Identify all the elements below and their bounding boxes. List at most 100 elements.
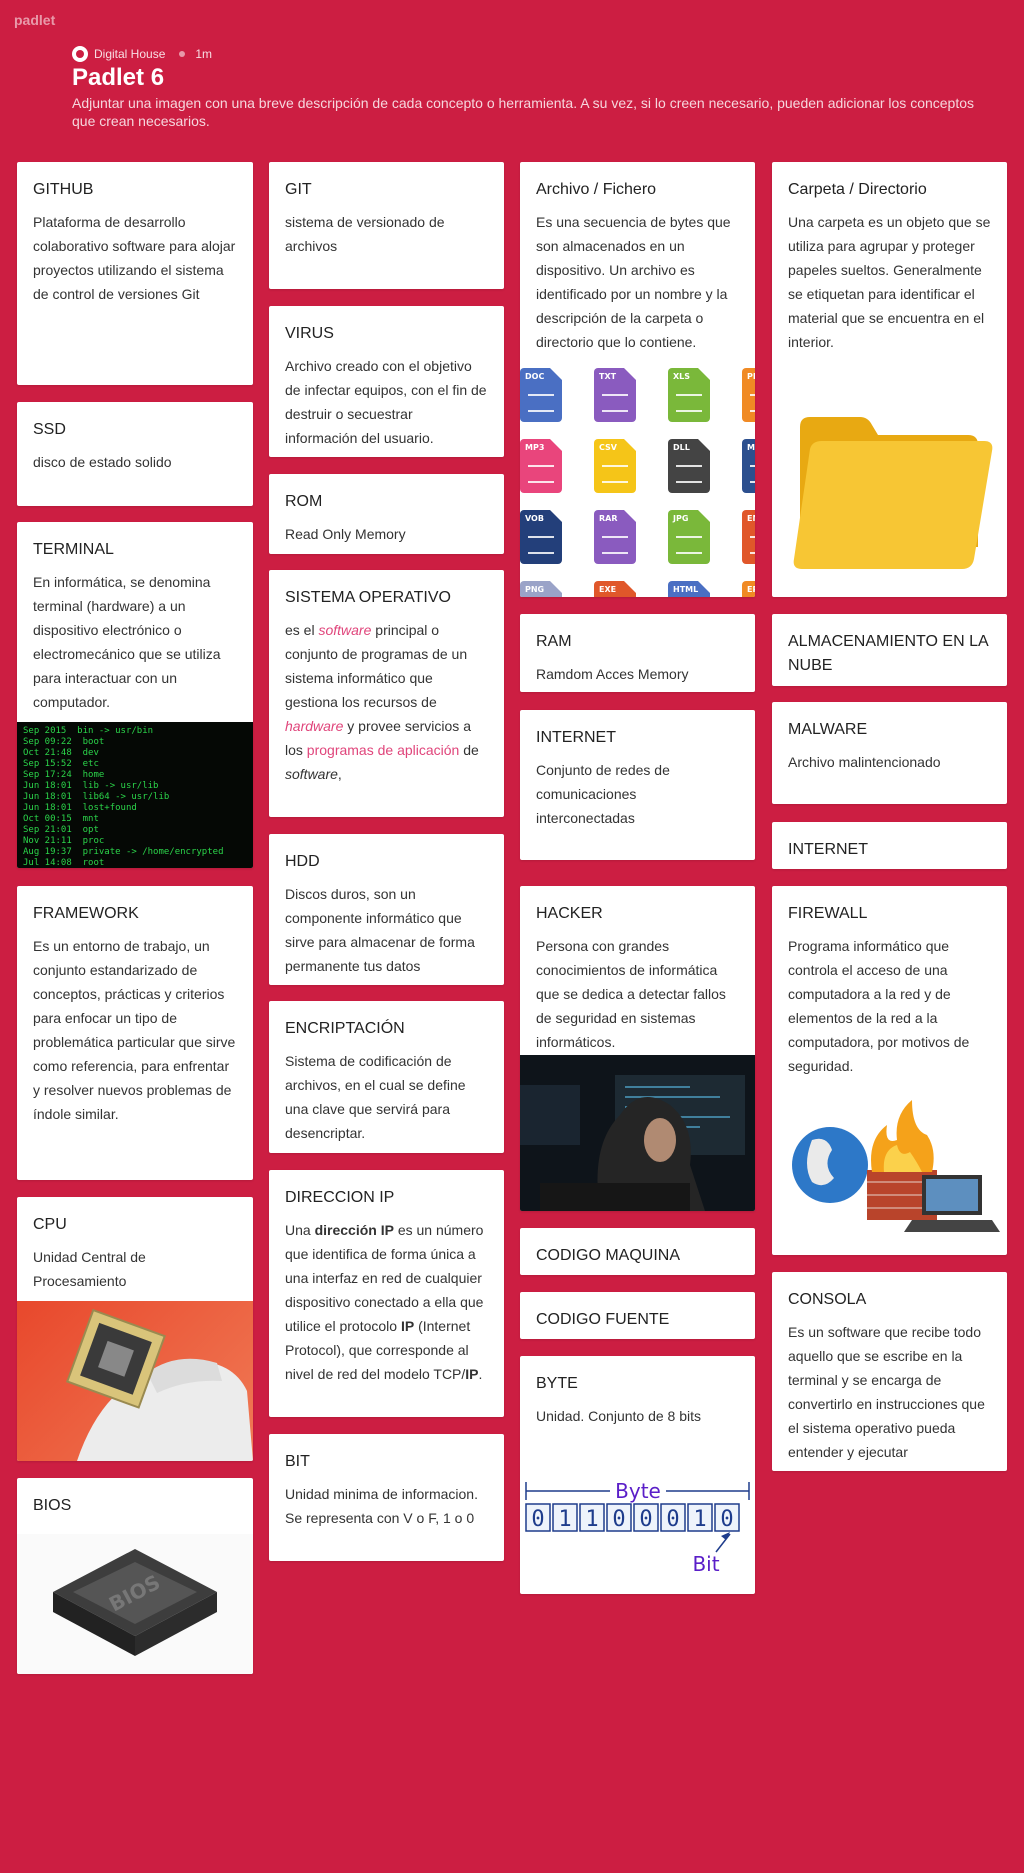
card-title: FRAMEWORK [33,905,139,922]
card-bit[interactable]: BIT Unidad minima de informacion. Se rep… [269,1434,504,1561]
card-direccion-ip[interactable]: DIRECCION IP Una dirección IP es un núme… [269,1170,504,1417]
card-archivo-fichero[interactable]: Archivo / Fichero Es una secuencia de by… [520,162,755,597]
bit-box [606,1503,632,1532]
author-name[interactable]: Digital House [94,47,166,61]
bit-box [714,1503,740,1532]
bit-value: 0 [666,1507,679,1532]
hacker-photo [520,1055,755,1211]
separator-dot [179,51,186,57]
card-title: CONSOLA [788,1291,867,1308]
card-body: Es un entorno de trabajo, un conjunto es… [33,938,236,1122]
card-title: RAM [536,633,572,650]
card-body: Ramdom Acces Memory [536,666,689,682]
card-internet-2[interactable]: INTERNET [772,822,1007,869]
file-icon-label: MP3 [525,443,545,452]
file-icon-label: DOC [525,372,545,381]
bit-box [525,1503,551,1532]
card-body: Programa informático que controla el acc… [788,938,970,1074]
card-internet[interactable]: INTERNET Conjunto de redes de comunicaci… [520,710,755,860]
card-body: Persona con grandes conocimientos de inf… [536,938,726,1050]
file-icon-dll: DLL [668,439,710,493]
file-types-image: DOC TXT XLS PPT MP3 CSV DLL MOV VOB RAR JPG EML PNG E… [520,362,755,597]
card-codigo-maquina[interactable]: CODIGO MAQUINA [520,1228,755,1275]
card-github[interactable]: GITHUB Plataforma de desarrollo colabora… [17,162,253,385]
card-title: MALWARE [788,721,868,738]
file-icon-csv: CSV [594,439,636,493]
card-body: Plataforma de desarrollo colaborativo so… [33,214,236,302]
card-codigo-fuente[interactable]: CODIGO FUENTE [520,1292,755,1339]
card-virus[interactable]: VIRUS Archivo creado con el objetivo de … [269,306,504,457]
card-body: es el software principal o conjunto de p… [285,622,479,782]
bit-label: Bit [692,1552,719,1576]
card-ram[interactable]: RAM Ramdom Acces Memory [520,614,755,692]
card-almacenamiento-nube[interactable]: ALMACENAMIENTO EN LA NUBE [772,614,1007,686]
card-framework[interactable]: FRAMEWORK Es un entorno de trabajo, un c… [17,886,253,1180]
bit-value: 0 [639,1507,652,1532]
link-programas-aplicacion[interactable]: programas de aplicación [306,742,460,758]
card-title: HDD [285,853,320,870]
card-encriptacion[interactable]: ENCRIPTACIÓN Sistema de codificación de … [269,1001,504,1153]
file-icon-label: XLS [673,372,691,381]
card-carpeta-directorio[interactable]: Carpeta / Directorio Una carpeta es un o… [772,162,1007,597]
bios-chip-image: BIOS [17,1534,253,1674]
card-title: BYTE [536,1375,578,1392]
padlet-logo[interactable]: padlet [14,12,56,28]
card-title: FIREWALL [788,905,868,922]
card-title: Carpeta / Directorio [788,181,927,198]
author-avatar[interactable] [72,46,88,62]
file-icon-ppt: PPT [742,368,755,422]
card-body: Una carpeta es un objeto que se utiliza … [788,214,991,350]
link-hardware[interactable]: hardware [285,718,344,734]
file-icon-label: EXE [599,585,617,594]
card-malware[interactable]: MALWARE Archivo malintencionado [772,702,1007,804]
card-cpu[interactable]: CPU Unidad Central de Procesamiento [17,1197,253,1461]
post-meta: Digital House 1m [72,46,212,62]
card-hacker[interactable]: HACKER Persona con grandes conocimientos… [520,886,755,1211]
card-title: SSD [33,421,66,438]
card-body: En informática, se denomina terminal (ha… [33,574,221,710]
card-body: Es un software que recibe todo aquello q… [788,1324,985,1460]
card-rom[interactable]: ROM Read Only Memory [269,474,504,554]
card-title: BIT [285,1453,310,1470]
file-icon-doc: DOC [520,368,562,422]
card-title: INTERNET [536,729,616,746]
link-software[interactable]: software [318,622,372,638]
file-icon-label: RAR [599,514,618,523]
card-title: ALMACENAMIENTO EN LA NUBE [788,633,988,674]
card-body: Una dirección IP es un número que identi… [285,1222,484,1382]
bit-box [660,1503,686,1532]
file-icon-label: EPS [747,585,755,594]
card-body: Archivo creado con el objetivo de infect… [285,358,487,446]
card-body: Unidad. Conjunto de 8 bits [536,1408,701,1424]
page-description: Adjuntar una imagen con una breve descri… [72,95,975,129]
card-body: Conjunto de redes de comunicaciones inte… [536,762,670,826]
card-title: GITHUB [33,181,94,198]
card-terminal[interactable]: TERMINAL En informática, se denomina ter… [17,522,253,868]
card-ssd[interactable]: SSD disco de estado solido [17,402,253,506]
card-body: sistema de versionado de archivos [285,214,445,254]
bit-value: 1 [558,1507,571,1532]
bit-box [633,1503,659,1532]
card-body: Unidad Central de Procesamiento [33,1249,146,1289]
card-bios[interactable]: BIOS BIOS [17,1478,253,1674]
firewall-image [772,1090,1007,1255]
card-body: Unidad minima de informacion. Se represe… [285,1486,478,1526]
bit-value: 0 [612,1507,625,1532]
file-icon-eml: EML [742,510,755,564]
card-firewall[interactable]: FIREWALL Programa informático que contro… [772,886,1007,1255]
bit-value: 0 [720,1507,733,1532]
card-title: TERMINAL [33,541,114,558]
card-git[interactable]: GIT sistema de versionado de archivos [269,162,504,289]
card-hdd[interactable]: HDD Discos duros, son un componente info… [269,834,504,985]
file-icon-label: TXT [599,372,617,381]
card-title: VIRUS [285,325,334,342]
card-sistema-operativo[interactable]: SISTEMA OPERATIVO es el software princip… [269,570,504,817]
card-title: ENCRIPTACIÓN [285,1020,405,1037]
bit-box [552,1503,578,1532]
bit-box [687,1503,713,1532]
card-consola[interactable]: CONSOLA Es un software que recibe todo a… [772,1272,1007,1471]
card-title: SISTEMA OPERATIVO [285,589,451,606]
card-title: Archivo / Fichero [536,181,657,198]
bit-value: 1 [693,1507,706,1532]
